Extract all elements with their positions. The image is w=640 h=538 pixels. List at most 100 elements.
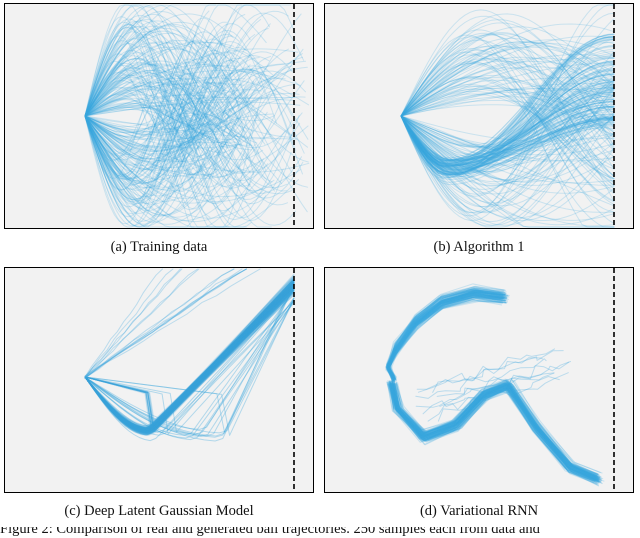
trajectory-line	[400, 51, 615, 228]
trajectory-line	[84, 284, 295, 432]
trajectory-line	[84, 115, 310, 173]
trajectory-line	[387, 300, 508, 380]
trajectory-line	[400, 32, 615, 148]
trajectory-line	[84, 102, 293, 138]
trajectory-line	[84, 4, 217, 228]
trajectory-line	[84, 281, 295, 429]
trajectory-line	[84, 4, 230, 212]
trajectory-line	[400, 29, 615, 179]
trajectory-line	[400, 93, 615, 161]
trajectory-line	[400, 115, 615, 176]
trajectory-line	[400, 62, 615, 183]
trajectory-line	[392, 383, 602, 482]
trajectory-line	[84, 289, 295, 432]
trajectory-line	[84, 103, 243, 125]
trajectory-line	[84, 280, 295, 431]
trajectory-line	[84, 92, 235, 162]
trajectory-line	[392, 380, 598, 477]
trajectory-line	[386, 291, 501, 379]
trajectory-line	[84, 282, 295, 432]
trajectory-line	[84, 283, 295, 430]
trajectory-line	[400, 115, 615, 164]
trajectory-line	[84, 98, 226, 153]
trajectory-line	[84, 109, 222, 189]
trajectory-line	[84, 63, 286, 140]
trajectory-line	[400, 84, 615, 180]
trajectory-line	[400, 23, 615, 117]
trajectory-line	[392, 383, 600, 481]
figure-caption-text: Figure 2: Comparison of real and generat…	[0, 527, 540, 537]
trajectory-line	[84, 25, 308, 213]
trajectory-line	[400, 34, 615, 202]
trajectory-line	[390, 383, 599, 478]
trajectory-line	[422, 372, 555, 415]
trajectory-line	[84, 282, 295, 431]
trajectory-line	[400, 95, 615, 175]
trajectory-line	[400, 39, 615, 170]
trajectory-line	[400, 32, 615, 177]
trajectory-line	[84, 71, 224, 117]
trajectory-line	[84, 283, 295, 433]
trajectory-line	[84, 18, 255, 228]
trajectory-line	[84, 75, 258, 144]
trajectory-line	[84, 283, 295, 430]
trajectory-line	[400, 45, 615, 173]
trajectory-line	[395, 382, 605, 482]
trajectory-line	[84, 99, 214, 127]
trajectory-line	[387, 289, 506, 380]
trajectory-line	[84, 281, 295, 432]
trajectory-line	[84, 281, 295, 432]
trajectory-line	[388, 380, 595, 476]
trajectory-line	[84, 281, 295, 430]
trajectory-line	[84, 48, 289, 197]
trajectory-line	[84, 282, 295, 430]
trajectory-line	[400, 115, 615, 174]
trajectory-line	[84, 278, 295, 432]
trajectory-line	[84, 93, 249, 151]
trajectory-line	[387, 294, 504, 380]
trajectory-line	[388, 381, 597, 480]
trajectory-line	[418, 348, 555, 393]
trajectory-line	[84, 289, 295, 434]
trajectory-line	[386, 288, 506, 380]
trajectory-line	[84, 287, 295, 429]
trajectory-line	[84, 281, 295, 430]
trajectory-line	[439, 361, 570, 407]
trajectory-line	[400, 87, 615, 120]
trajectory-line	[84, 24, 230, 228]
trajectory-line	[84, 292, 295, 430]
trajectory-line	[400, 94, 615, 175]
trajectory-line	[84, 284, 295, 431]
trajectory-line	[84, 25, 251, 174]
trajectory-line	[84, 97, 203, 139]
trajectory-line	[392, 383, 598, 482]
trajectory-line	[394, 383, 602, 480]
trajectory-line	[400, 85, 615, 179]
trajectory-line	[84, 289, 295, 433]
trajectory-line	[400, 37, 615, 122]
trajectory-line	[84, 287, 295, 431]
trajectory-line	[436, 361, 571, 397]
trajectory-line	[400, 115, 615, 226]
trajectory-line	[400, 33, 615, 128]
trajectory-line	[84, 50, 297, 200]
trajectory-line	[392, 383, 599, 485]
trajectory-line	[400, 87, 615, 117]
trajectory-line	[84, 280, 295, 431]
trajectory-line	[84, 53, 303, 188]
trajectory-line	[84, 23, 236, 205]
trajectory-line	[84, 289, 295, 432]
trajectory-line	[84, 61, 237, 161]
trajectory-line	[389, 378, 598, 477]
trajectory-line	[393, 383, 603, 480]
trajectory-line	[388, 383, 599, 486]
trajectory-line	[84, 11, 243, 132]
trajectory-line	[84, 21, 261, 117]
trajectory-line	[84, 34, 256, 227]
trajectory-line	[84, 101, 202, 191]
trajectory-line	[84, 283, 295, 435]
trajectory-line	[84, 57, 220, 135]
trajectory-line	[84, 286, 295, 428]
trajectory-line	[84, 58, 228, 191]
trajectory-line	[385, 286, 506, 377]
